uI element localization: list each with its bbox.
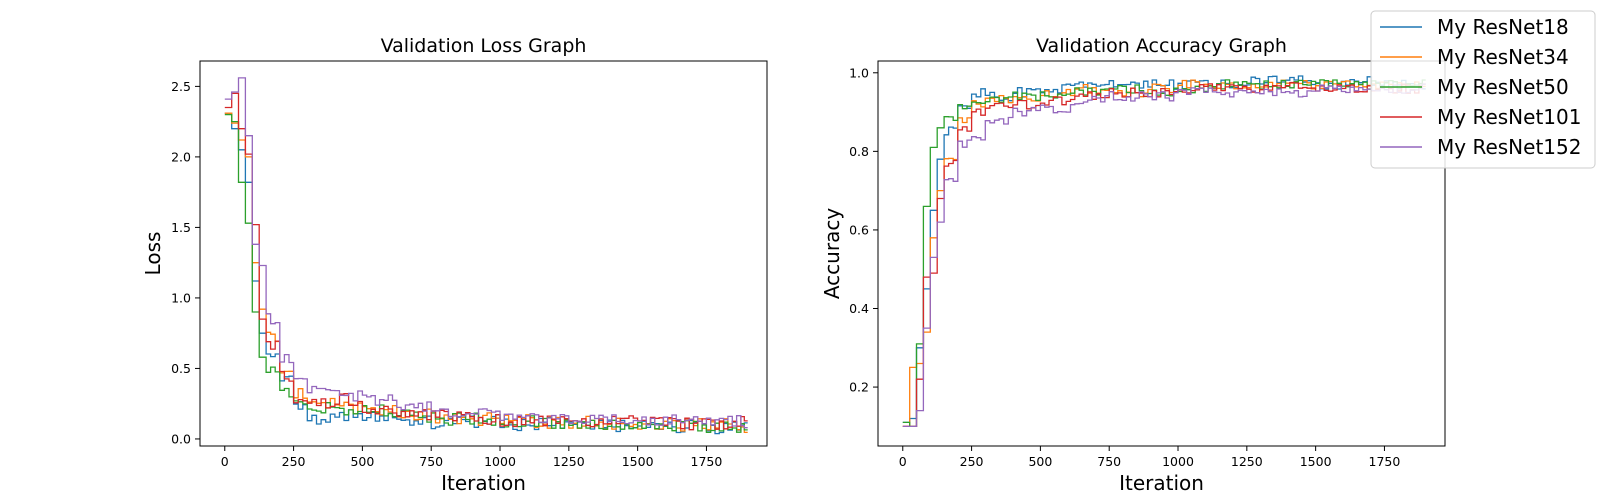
loss-plot-lines <box>224 77 748 435</box>
loss-x-tick-label: 1000 <box>484 454 516 469</box>
legend-label-resnet152: My ResNet152 <box>1437 135 1581 159</box>
loss-x-tick-label: 250 <box>282 454 306 469</box>
legend: My ResNet18 My ResNet34 My ResNet50 My R… <box>1370 10 1596 169</box>
accuracy-chart: 0 250 500 750 1000 1250 1500 1750 0.2 0.4 0.6 0.8 1… <box>820 35 1446 495</box>
accuracy-x-tick-label: 750 <box>1097 454 1121 469</box>
legend-label-resnet34: My ResNet34 <box>1437 45 1569 69</box>
loss-chart: 0 250 500 750 1000 1250 1500 1750 0.0 0.5 1.0 1.5 2… <box>141 35 768 495</box>
accuracy-y-tick-label: 0.4 <box>849 301 869 316</box>
loss-x-tick-label: 1750 <box>691 454 723 469</box>
accuracy-y-tick-label: 1.0 <box>849 65 869 80</box>
loss-y-axis-label: Loss <box>141 232 165 276</box>
accuracy-y-ticks: 0.2 0.4 0.6 0.8 1.0 <box>849 65 878 395</box>
loss-y-tick-label: 2.5 <box>171 79 191 94</box>
accuracy-plot-lines <box>902 75 1426 428</box>
accuracy-series-my-resnet152 <box>902 83 1426 428</box>
accuracy-x-tick-label: 500 <box>1028 454 1052 469</box>
loss-y-tick-label: 1.5 <box>171 220 191 235</box>
loss-x-tick-label: 750 <box>419 454 443 469</box>
legend-frame <box>1370 10 1596 169</box>
accuracy-plot-frame <box>877 60 1446 447</box>
accuracy-x-tick-label: 1250 <box>1231 454 1263 469</box>
loss-y-tick-label: 1.0 <box>171 290 191 305</box>
loss-x-tick-label: 500 <box>350 454 374 469</box>
loss-x-tick-label: 1250 <box>553 454 585 469</box>
accuracy-x-ticks: 0 250 500 750 1000 1250 1500 1750 <box>899 446 1401 469</box>
accuracy-y-tick-label: 0.2 <box>849 380 869 395</box>
accuracy-chart-title: Validation Accuracy Graph <box>1036 35 1287 57</box>
loss-series-my-resnet152 <box>224 77 748 429</box>
accuracy-x-tick-label: 1750 <box>1369 454 1401 469</box>
loss-x-tick-label: 1500 <box>622 454 654 469</box>
accuracy-series-my-resnet50 <box>902 79 1426 428</box>
accuracy-y-axis-label: Accuracy <box>820 208 844 299</box>
loss-chart-title: Validation Loss Graph <box>381 35 587 57</box>
legend-label-resnet18: My ResNet18 <box>1437 15 1569 39</box>
accuracy-y-tick-label: 0.6 <box>849 222 869 237</box>
loss-y-ticks: 0.0 0.5 1.0 1.5 2.0 2.5 <box>171 79 200 446</box>
loss-y-tick-label: 2.0 <box>171 149 191 164</box>
loss-y-tick-label: 0.5 <box>171 361 191 376</box>
loss-plot-frame <box>199 60 768 447</box>
legend-label-resnet50: My ResNet50 <box>1437 75 1569 99</box>
loss-x-axis-label: Iteration <box>441 471 526 495</box>
accuracy-x-tick-label: 1000 <box>1162 454 1194 469</box>
accuracy-x-tick-label: 0 <box>899 454 907 469</box>
loss-x-tick-label: 0 <box>221 454 229 469</box>
loss-x-ticks: 0 250 500 750 1000 1250 1500 1750 <box>221 446 723 469</box>
accuracy-x-tick-label: 1500 <box>1300 454 1332 469</box>
accuracy-y-tick-label: 0.8 <box>849 144 869 159</box>
legend-label-resnet101: My ResNet101 <box>1437 105 1581 129</box>
accuracy-x-tick-label: 250 <box>960 454 984 469</box>
loss-y-tick-label: 0.0 <box>171 431 191 446</box>
accuracy-x-axis-label: Iteration <box>1119 471 1204 495</box>
